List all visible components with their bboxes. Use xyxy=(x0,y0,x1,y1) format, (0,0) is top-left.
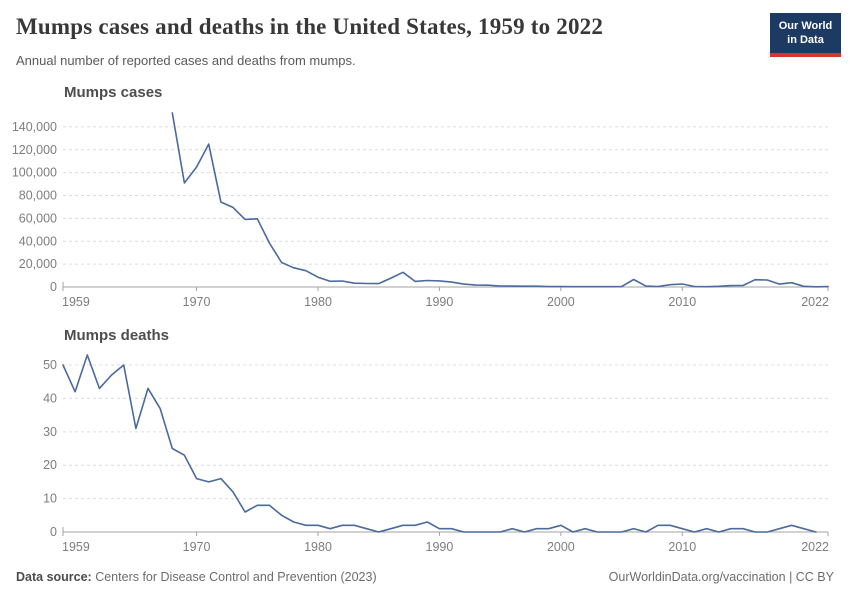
data-line xyxy=(171,112,829,288)
page-title: Mumps cases and deaths in the United Sta… xyxy=(16,14,604,39)
x-tick-label: 2022 xyxy=(801,540,829,554)
x-tick-label: 2010 xyxy=(668,540,696,554)
owid-logo-line2: in Data xyxy=(787,34,824,47)
deaths-line-chart: 0 10 20 30 40 50 1959 1970 1980 1990 2000 2010 2022 xyxy=(43,354,829,554)
owid-logo-red-bar xyxy=(770,52,841,57)
y-tick-label: 80,000 xyxy=(19,189,57,203)
cases-line-chart: 0 20,000 40,000 60,000 80,000 100,000 120,000 1… xyxy=(12,112,829,309)
y-tick-label: 140,000 xyxy=(12,120,57,134)
data-source-label: Data source: xyxy=(16,570,92,584)
y-tick-label: 0 xyxy=(50,525,57,539)
y-tick-label: 120,000 xyxy=(12,143,57,157)
x-tick-label: 1959 xyxy=(62,540,90,554)
data-source-note: Data source: Centers for Disease Control… xyxy=(16,570,377,584)
chart-subtitle: Annual number of reported cases and deat… xyxy=(16,53,356,68)
x-tick-label: 1970 xyxy=(183,540,211,554)
x-tick-label: 2000 xyxy=(547,540,575,554)
deaths-chart-title: Mumps deaths xyxy=(64,327,170,344)
x-tick-label: 2010 xyxy=(668,295,696,309)
x-tick-label: 2022 xyxy=(801,295,829,309)
x-tick-label: 1990 xyxy=(426,540,454,554)
x-tick-label: 1990 xyxy=(426,295,454,309)
y-tick-label: 20,000 xyxy=(19,257,57,271)
x-tick-label: 1980 xyxy=(304,295,332,309)
cases-chart-title: Mumps cases xyxy=(64,84,163,101)
y-tick-label: 40,000 xyxy=(19,234,57,248)
data-source-value: Centers for Disease Control and Preventi… xyxy=(91,570,377,584)
y-tick-label: 0 xyxy=(50,280,57,294)
chart-footer: Data source: Centers for Disease Control… xyxy=(16,570,834,584)
owid-logo: Our World in Data xyxy=(770,13,841,57)
y-tick-label: 40 xyxy=(43,391,57,405)
y-tick-label: 10 xyxy=(43,492,57,506)
x-tick-label: 1959 xyxy=(62,295,90,309)
y-tick-label: 20 xyxy=(43,458,57,472)
owid-logo-line1: Our World xyxy=(778,20,833,32)
y-tick-label: 60,000 xyxy=(19,211,57,225)
data-line xyxy=(62,354,817,533)
x-tick-label: 1970 xyxy=(183,295,211,309)
x-tick-label: 1980 xyxy=(304,540,332,554)
y-tick-label: 100,000 xyxy=(12,166,57,180)
license-link-text: OurWorldinData.org/vaccination | CC BY xyxy=(608,570,834,584)
x-tick-label: 2000 xyxy=(547,295,575,309)
y-tick-label: 30 xyxy=(43,425,57,439)
y-tick-label: 50 xyxy=(43,358,57,372)
